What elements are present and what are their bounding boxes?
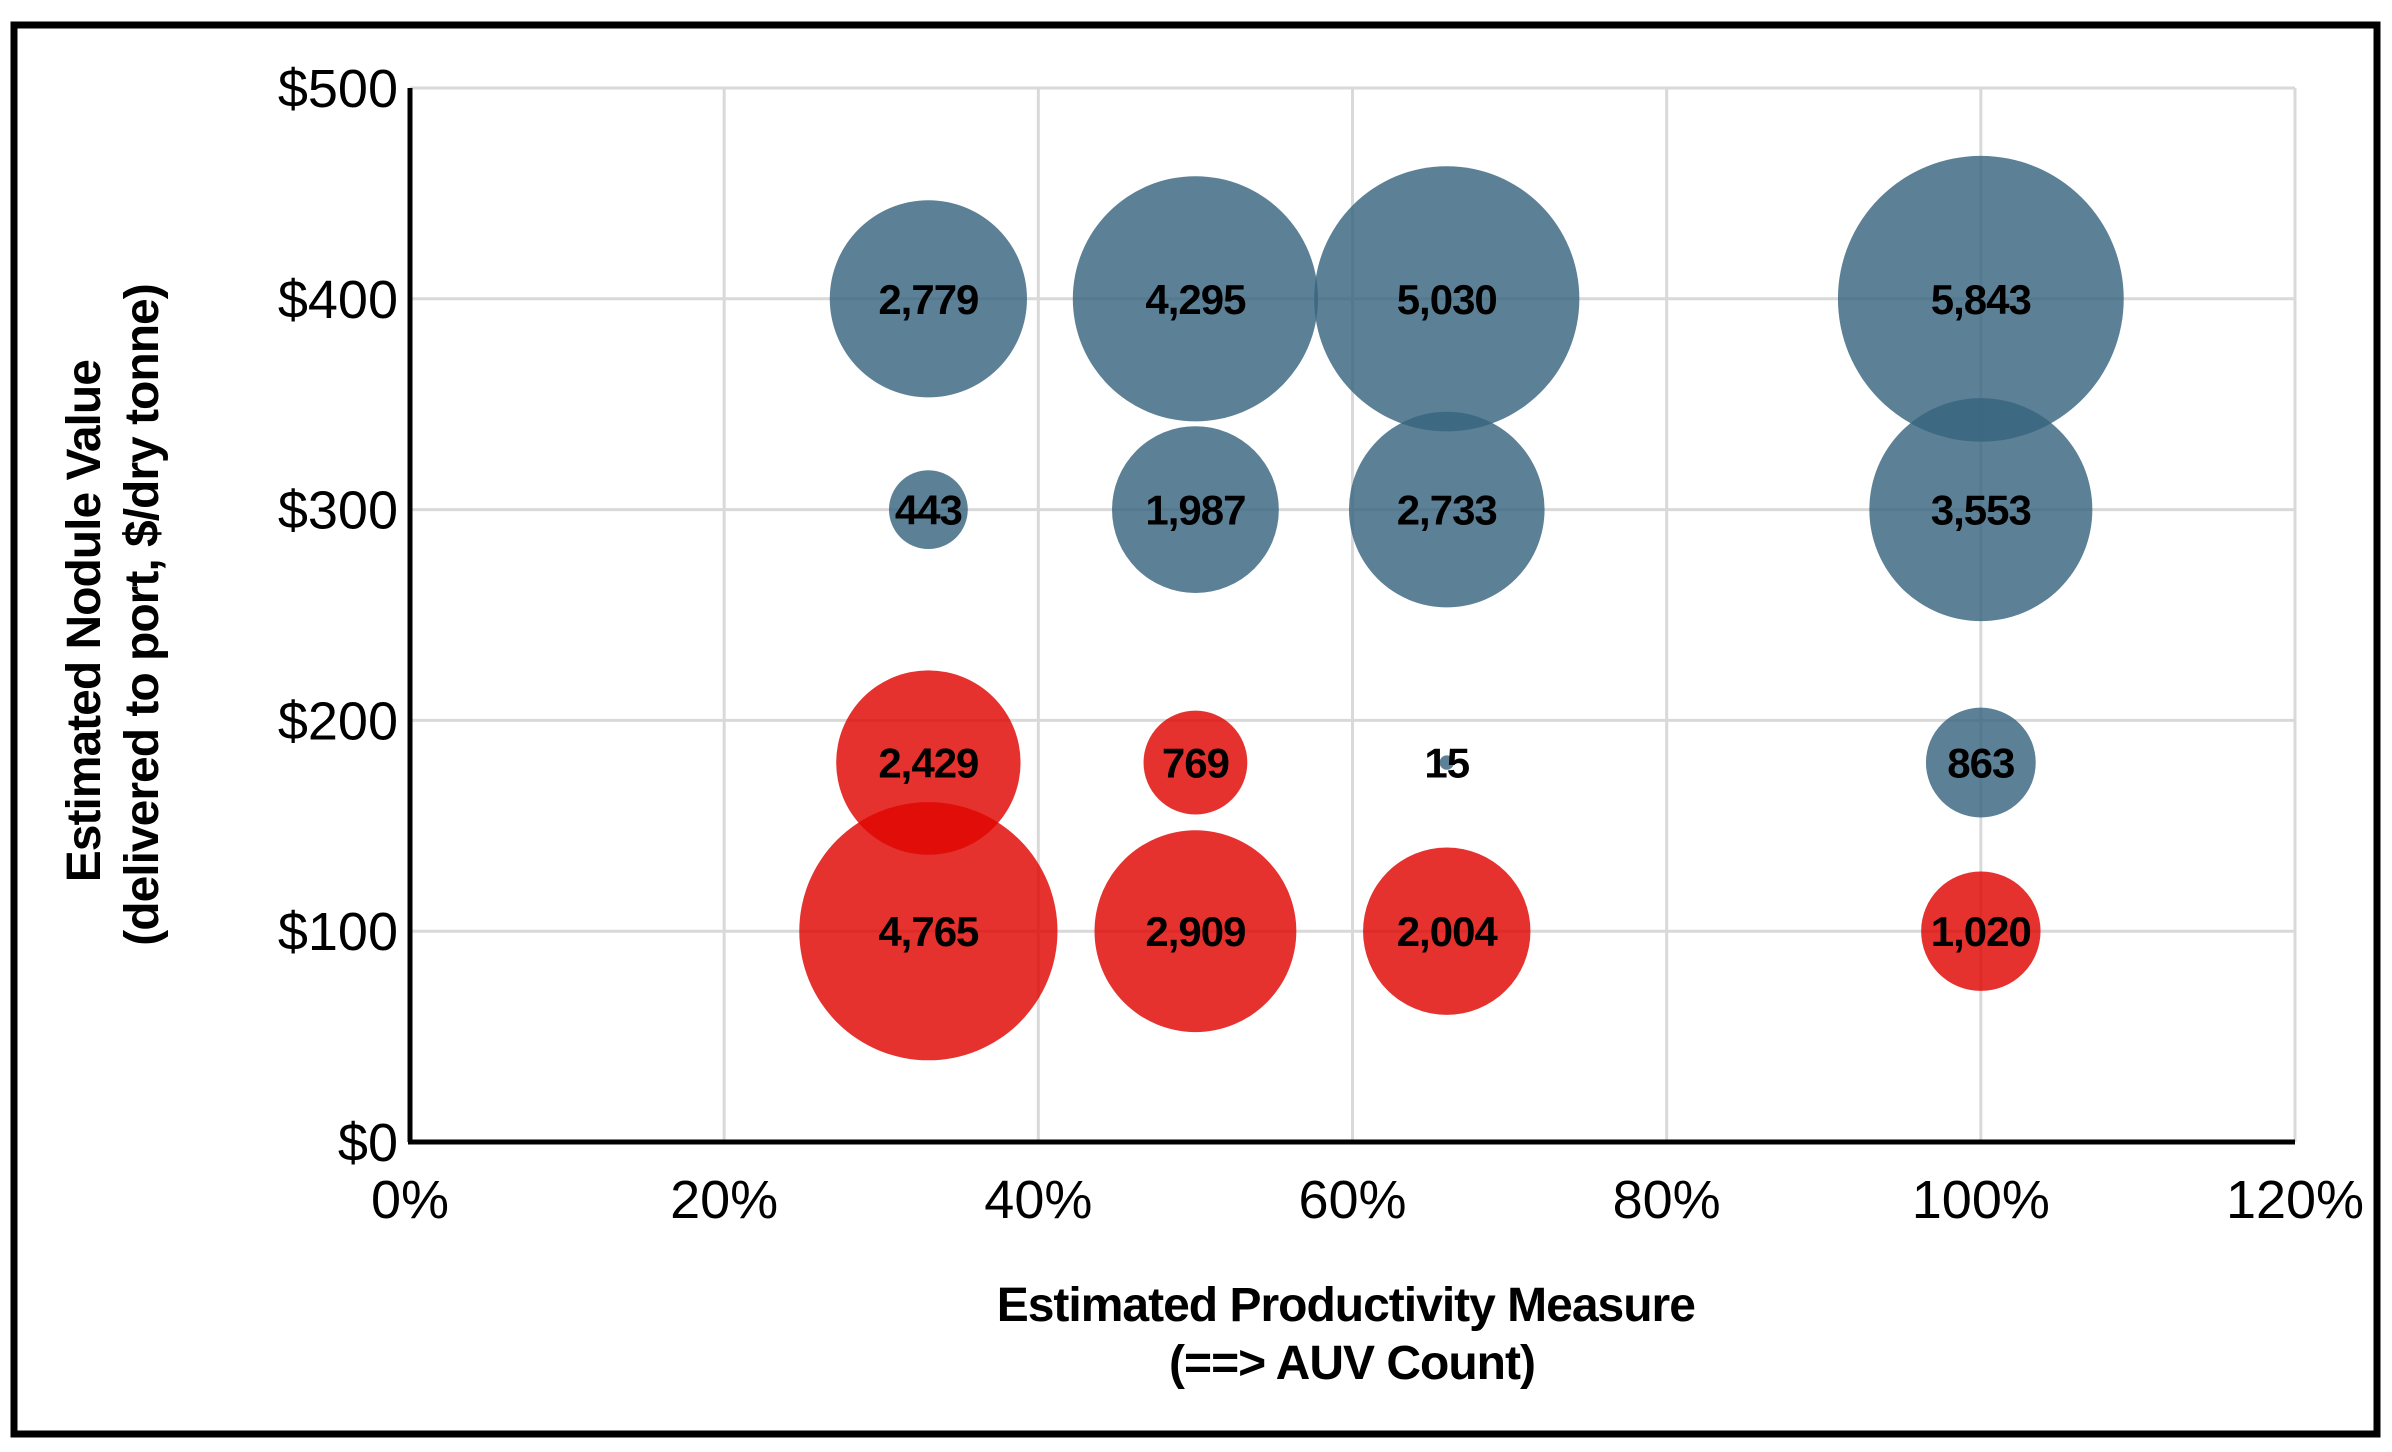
x-tick-label-60%: 60% (1298, 1170, 1406, 1230)
bubble-label-863: 863 (1947, 740, 2014, 787)
y-tick-label-$500: $500 (278, 59, 398, 119)
bubble-label-4,765: 4,765 (878, 908, 979, 955)
bubble-blue-series-1,987 (1112, 426, 1279, 593)
x-tick-label-20%: 20% (670, 1170, 778, 1230)
bubble-label-2,004: 2,004 (1397, 908, 1499, 955)
x-tick-label-0%: 0% (371, 1170, 449, 1230)
y-tick-label-$100: $100 (278, 902, 398, 962)
bubble-label-2,909: 2,909 (1145, 908, 1245, 955)
bubble-label-443: 443 (895, 487, 962, 534)
bubble-blue-series-5,843 (1837, 155, 2124, 442)
bubble-blue-series-5,030 (1314, 166, 1580, 432)
y-axis-title: Estimated Nodule Value (delivered to por… (58, 284, 169, 945)
bubble-blue-series-863 (1925, 707, 2036, 818)
bubble-blue-series-2,779 (829, 200, 1027, 398)
bubble-red-series-769 (1143, 710, 1248, 815)
y-tick-label-$400: $400 (278, 270, 398, 330)
y-axis-title-line2: (delivered to port, $/dry tonne) (116, 284, 169, 945)
bubble-label-2,779: 2,779 (878, 276, 978, 323)
figure-border (10, 21, 2381, 1438)
bubble-blue-series-2,733 (1348, 411, 1545, 608)
bubble-label-2,733: 2,733 (1397, 487, 1497, 534)
x-tick-label-120%: 120% (2226, 1170, 2364, 1230)
tick-labels-group: 0% 20% 40% 60% 80% 100% 120% $0 $100 $200 $300 $400… (278, 59, 2364, 1230)
bubble-blue-series-443 (888, 470, 968, 549)
x-axis-title: Estimated Productivity Measure (==> AUV … (997, 1279, 1708, 1390)
bubble-label-15: 15 (1424, 740, 1469, 787)
bubble-blue-series-15 (1439, 755, 1454, 770)
x-tick-label-100%: 100% (1912, 1170, 2050, 1230)
bubble-label-1,987: 1,987 (1145, 487, 1245, 534)
bubble-red-series-2,909 (1094, 830, 1297, 1033)
y-tick-label-$300: $300 (278, 481, 398, 541)
bubble-red-series-4,765 (799, 802, 1058, 1061)
y-tick-label-$200: $200 (278, 691, 398, 751)
bubble-red-series-2,429 (836, 670, 1021, 855)
bubble-label-3,553: 3,553 (1931, 487, 2031, 534)
bubble-label-4,295: 4,295 (1145, 276, 1246, 323)
y-axis-title-line1: Estimated Nodule Value (58, 360, 111, 882)
x-tick-label-80%: 80% (1613, 1170, 1721, 1230)
x-tick-label-40%: 40% (984, 1170, 1092, 1230)
x-axis-title-line1: Estimated Productivity Measure (997, 1279, 1696, 1332)
bubble-red-series-2,004 (1363, 847, 1531, 1015)
axes-group (407, 88, 2295, 1145)
bubble-label-2,429: 2,429 (878, 740, 978, 787)
x-axis-title-line2: (==> AUV Count) (1169, 1337, 1535, 1390)
bubble-label-1,020: 1,020 (1931, 908, 2031, 955)
bubble-blue-series-3,553 (1869, 398, 2093, 622)
bubble-blue-series-4,295 (1072, 176, 1319, 422)
bubble-label-5,030: 5,030 (1397, 276, 1497, 323)
y-tick-label-$0: $0 (338, 1113, 398, 1173)
bubble-label-5,843: 5,843 (1931, 276, 2031, 323)
bubbles-group (799, 155, 2124, 1061)
bubble-label-769: 769 (1162, 740, 1229, 787)
bubble-labels-group: 2,779 4,295 5,030 5,843 443 1,987 2,733 3,553 2,… (878, 276, 2032, 955)
bubble-red-series-1,020 (1921, 871, 2041, 991)
